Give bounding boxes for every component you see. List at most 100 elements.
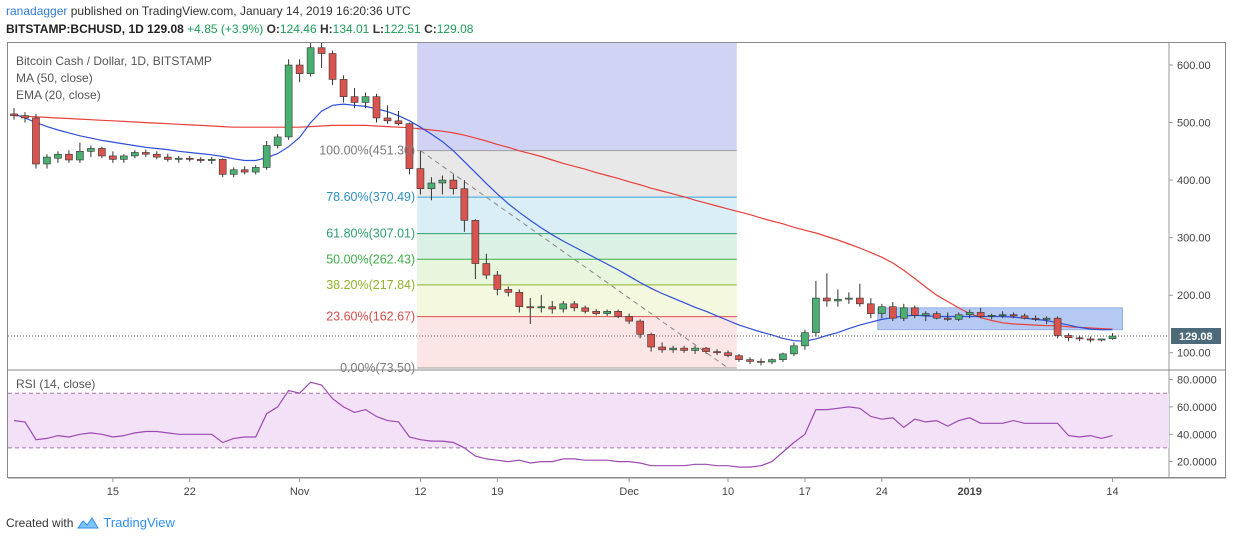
candle-body (328, 53, 337, 80)
legend-rsi: RSI (14, close) (16, 377, 96, 391)
candle (317, 42, 326, 68)
candle (669, 345, 677, 353)
fib-level-label-4: 38.20%(217.84) (326, 278, 415, 292)
candle (921, 311, 930, 322)
legend-ma: MA (50, close) (16, 71, 93, 85)
candle-body (361, 96, 370, 103)
last-price-tag-label: 129.08 (1179, 331, 1213, 343)
candle (932, 311, 941, 320)
candle-body (943, 317, 952, 320)
candle (603, 309, 611, 316)
candle (1064, 333, 1073, 342)
fib-zone-1 (417, 197, 737, 234)
candle-body (43, 156, 51, 165)
time-tick-label: Dec (619, 486, 639, 498)
candle-body (845, 297, 853, 300)
author-link[interactable]: ranadagger (6, 4, 68, 18)
time-tick-label: 15 (107, 486, 119, 498)
candle-body (174, 157, 183, 160)
candle (54, 151, 62, 163)
candle (295, 59, 304, 83)
candle-body (416, 168, 425, 190)
candle (394, 111, 403, 126)
candle-body (350, 96, 359, 103)
close-key: C: (424, 22, 437, 36)
candle (10, 108, 18, 120)
price-pane (8, 42, 1169, 369)
candle-body (910, 307, 919, 316)
price-change: +4.85 (+3.9%) (187, 22, 264, 36)
candle (757, 358, 765, 366)
candle-body (131, 152, 139, 157)
candle-body (405, 123, 414, 169)
candle-body (284, 64, 293, 138)
candle (867, 298, 875, 319)
chart-frame (7, 42, 1226, 478)
candle-body (185, 157, 194, 160)
candle-body (691, 347, 699, 351)
candle (746, 357, 754, 365)
candle-body (746, 359, 754, 362)
candle-body (779, 353, 787, 360)
candle-body (932, 313, 941, 319)
candle-body (515, 292, 524, 308)
candle (1031, 315, 1040, 322)
candle-body (768, 359, 776, 363)
candle-body (823, 297, 831, 302)
candle (1042, 316, 1051, 324)
candle (504, 286, 513, 297)
candle (207, 157, 216, 164)
time-tick-label: Nov (290, 486, 310, 498)
candle-body (1064, 335, 1073, 339)
candle-body (856, 297, 864, 305)
candle (515, 289, 524, 313)
ohlc-values: O:124.46 H:134.01 L:122.51 C:129.08 (267, 22, 474, 36)
fib-level-label-2: 61.80%(307.01) (326, 227, 415, 241)
candle-body (987, 315, 996, 317)
tradingview-logo-icon (77, 516, 100, 528)
candle-body (658, 346, 666, 351)
open-value: 124.46 (279, 22, 317, 36)
candle (713, 349, 721, 356)
candle (691, 345, 699, 354)
candle-body (339, 79, 348, 97)
candle-body (207, 159, 216, 161)
candle-body (1042, 317, 1051, 320)
candle (174, 155, 183, 163)
candle-body (614, 311, 622, 317)
candle (845, 292, 853, 304)
candle (658, 342, 666, 353)
price-tick-label: 300.00 (1177, 233, 1211, 245)
candle-body (899, 307, 908, 319)
candle-body (65, 153, 73, 161)
candle-body (867, 303, 875, 314)
candle-body (142, 152, 150, 155)
candle (21, 112, 29, 123)
candle (943, 312, 952, 322)
candle-body (1031, 317, 1040, 320)
candle-body (526, 306, 535, 309)
candle (153, 151, 161, 160)
candle (899, 303, 908, 322)
candle (614, 309, 622, 319)
candle (427, 177, 436, 201)
time-tick-label: 12 (414, 486, 426, 498)
candle-body (559, 303, 568, 310)
ema-20-line (13, 103, 1113, 342)
candle (438, 175, 447, 195)
candle (142, 149, 150, 158)
candle (405, 122, 414, 175)
candle (1086, 336, 1095, 343)
candle (735, 353, 743, 362)
price-tick-label: 100.00 (1177, 348, 1211, 360)
candle-body (790, 345, 798, 355)
price-tick-label: 500.00 (1177, 118, 1211, 130)
candle (273, 134, 282, 149)
candle (592, 309, 601, 316)
candle (218, 158, 227, 178)
candle-body (724, 352, 732, 356)
candle (812, 280, 820, 337)
tradingview-brand-link[interactable]: TradingView (103, 515, 175, 530)
candle-body (229, 169, 238, 175)
